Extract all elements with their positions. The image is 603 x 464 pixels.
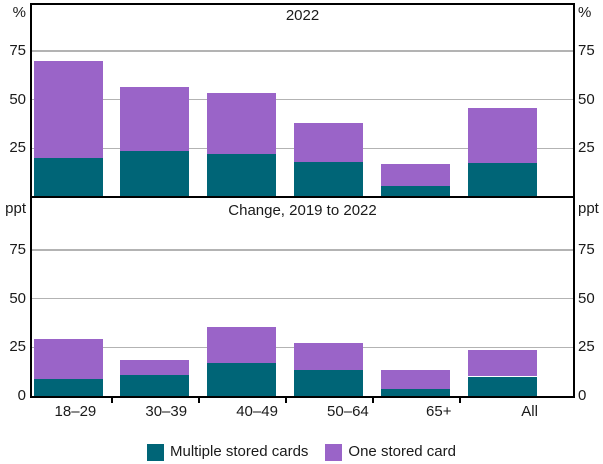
bar-segment	[381, 186, 451, 197]
panel-divider-line	[30, 196, 575, 198]
y-tick-label-left: 0	[17, 387, 26, 404]
bar-segment	[33, 339, 103, 380]
y-axis-unit-bottom-left: ppt	[5, 200, 26, 217]
y-tick-label-right: 50	[578, 289, 595, 307]
bar-segment	[33, 379, 103, 396]
y-tick-label-left: 50	[9, 90, 26, 108]
bar-segment	[294, 369, 364, 396]
top-panel-title: 2022	[285, 7, 320, 24]
bar-segment	[294, 122, 364, 162]
legend-item-one-stored-card: One stored card	[325, 443, 456, 461]
bar-segment	[120, 151, 190, 197]
x-axis-label: 40–49	[236, 403, 278, 420]
y-tick-label-right: 75	[578, 240, 595, 258]
y-tick-label-right: 75	[578, 41, 595, 59]
plot-border-top	[30, 3, 575, 5]
legend-label: One stored card	[348, 443, 456, 460]
y-tick-label-left: 50	[9, 289, 26, 307]
bar-segment	[381, 369, 451, 390]
plot-border-left	[30, 3, 32, 398]
bottom-panel-title: Change, 2019 to 2022	[228, 202, 377, 219]
legend-item-multiple-stored-cards: Multiple stored cards	[147, 443, 308, 461]
bar-segment	[120, 359, 190, 375]
y-tick-label-right: 50	[578, 90, 595, 108]
bar-segment	[33, 158, 103, 197]
y-tick-label-left: 75	[9, 41, 26, 59]
bar-segment	[207, 92, 277, 155]
bar-segment	[468, 162, 537, 197]
legend-swatch-one-icon	[325, 443, 343, 461]
chart-legend: Multiple stored cards One stored card	[0, 443, 603, 461]
y-tick-label-right: 0	[578, 387, 587, 404]
x-axis-tick	[372, 398, 374, 403]
bar-segment	[207, 154, 277, 197]
x-axis-label: All	[521, 403, 538, 420]
x-axis-label: 18–29	[54, 403, 97, 420]
x-axis-line	[30, 396, 575, 398]
bar-segment	[468, 108, 537, 163]
legend-swatch-multiple-icon	[147, 443, 165, 461]
bar-segment	[33, 61, 103, 158]
bar-segment	[294, 343, 364, 370]
bar-segment	[381, 163, 451, 187]
gridline-50	[30, 98, 575, 101]
bar-segment	[468, 350, 537, 377]
gridline-75	[30, 50, 575, 52]
x-axis-label: 50–64	[327, 403, 369, 420]
y-tick-label-left: 25	[9, 139, 26, 157]
bar-segment	[207, 326, 277, 363]
legend-label: Multiple stored cards	[170, 443, 309, 460]
x-axis-tick	[459, 398, 461, 403]
gridline-50	[30, 297, 575, 300]
plot-border-right	[573, 3, 575, 398]
y-tick-label-left: 75	[9, 240, 26, 258]
y-axis-unit-top-right: %	[578, 4, 592, 21]
bar-segment	[120, 86, 190, 152]
x-axis-label: 30–39	[145, 403, 188, 420]
y-axis-unit-bottom-right: ppt	[578, 200, 599, 217]
gridline-75	[30, 249, 575, 251]
x-axis-tick	[198, 398, 200, 403]
bar-segment	[294, 161, 364, 197]
x-axis-tick	[285, 398, 287, 403]
bar-segment	[381, 389, 451, 396]
y-tick-label-left: 25	[9, 338, 26, 356]
x-axis-label: 65+	[426, 403, 452, 420]
x-axis-tick	[111, 398, 113, 403]
y-tick-label-right: 25	[578, 338, 595, 356]
y-axis-unit-top-left: %	[12, 4, 26, 21]
bar-segment	[120, 374, 190, 396]
bar-segment	[207, 362, 277, 396]
bar-segment	[468, 376, 537, 396]
y-tick-label-right: 25	[578, 139, 595, 157]
